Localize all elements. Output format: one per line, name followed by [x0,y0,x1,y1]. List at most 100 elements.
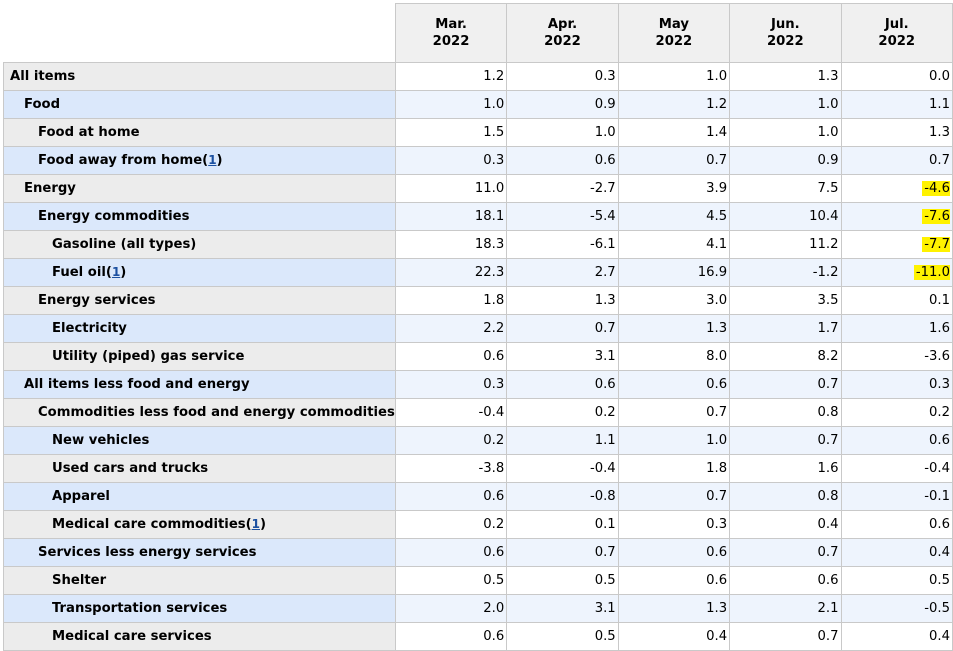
cell-value: 0.6 [483,545,505,560]
value-cell: 4.1 [617,230,731,259]
cell-value: 4.1 [706,237,728,252]
cell-value: 0.6 [483,489,505,504]
value-cell: 1.0 [729,90,842,119]
value-cell: 0.2 [394,510,508,539]
cell-value: 0.6 [594,377,616,392]
value-cell: 0.4 [729,510,842,539]
column-header-mar: Mar. 2022 [394,3,508,63]
value-cell: -2.7 [506,174,619,203]
cell-value: 0.5 [483,573,505,588]
table-row: Medical care services 0.6 0.5 0.4 0.7 0.4 [3,622,953,651]
value-cell: 0.2 [394,426,508,455]
value-cell: 1.2 [394,62,508,91]
cell-value: 0.6 [483,629,505,644]
value-cell: 8.2 [729,342,842,371]
value-cell: 10.4 [729,202,842,231]
row-label: All items less food and energy [24,377,250,392]
row-label: Energy [24,181,76,196]
value-cell: 1.0 [617,426,731,455]
table-row: Energy commodities 18.1 -5.4 4.5 10.4 -7.6 [3,202,953,231]
table-row: Electricity 2.2 0.7 1.3 1.7 1.6 [3,314,953,343]
row-label: Electricity [52,321,127,336]
value-cell: 0.6 [617,370,731,399]
value-cell: 22.3 [394,258,508,287]
row-label-cell: Food at home [3,118,396,147]
value-cell: 0.5 [840,566,953,595]
value-cell: 1.5 [394,118,508,147]
cell-value: 3.5 [817,293,839,308]
cell-value: 0.6 [706,545,728,560]
row-label-cell: New vehicles [3,426,396,455]
row-label-cell: Energy services [3,286,396,315]
column-year: 2022 [544,34,581,49]
value-cell: 0.6 [729,566,842,595]
row-label-cell: Commodities less food and energy commodi… [3,398,396,427]
value-cell: -0.1 [840,482,953,511]
value-cell: 1.4 [617,118,731,147]
footnote-link[interactable]: 1 [111,265,121,279]
table-row: Energy services 1.8 1.3 3.0 3.5 0.1 [3,286,953,315]
cell-value: 0.0 [929,69,950,84]
cell-value: 2.0 [483,601,505,616]
footnote-link[interactable]: 1 [251,517,260,531]
cell-value: 7.5 [817,181,839,196]
cell-value: 2.7 [594,265,616,280]
cell-value: 0.9 [594,97,616,112]
cell-value: 1.8 [483,293,505,308]
value-cell: 11.0 [394,174,508,203]
value-cell: -0.4 [394,398,508,427]
table-row: Services less energy services 0.6 0.7 0.6 0.… [3,538,953,567]
value-cell: 0.7 [729,370,842,399]
value-cell: 3.0 [617,286,731,315]
row-label-cell: Shelter [3,566,396,595]
value-cell: 0.8 [729,482,842,511]
cell-value: 0.3 [706,517,728,532]
table-row: Commodities less food and energy commodi… [3,398,953,427]
value-cell: -4.6 [840,174,953,203]
cell-value: 0.2 [594,405,616,420]
row-label: Food at home [38,125,140,140]
cell-value: 1.3 [706,321,728,336]
value-cell: 0.3 [506,62,619,91]
cpi-change-table: Mar. 2022 Apr. 2022 May 2022 Jun. 2022 Jul. 2… [3,3,953,651]
table-row: Utility (piped) gas service 0.6 3.1 8.0 8.2 -… [3,342,953,371]
cell-value: 0.7 [817,433,839,448]
footnote-link[interactable]: 1 [208,153,217,167]
cell-value: 0.6 [929,517,950,532]
cell-value: 3.9 [706,181,728,196]
value-cell: -0.5 [840,594,953,623]
column-header-jun: Jun. 2022 [729,3,842,63]
value-cell: 1.3 [506,286,619,315]
cell-value: 1.0 [817,97,839,112]
value-cell: 0.6 [394,622,508,651]
row-label-cell: Services less energy services [3,538,396,567]
value-cell: 0.2 [506,398,619,427]
cell-value: 0.6 [706,573,728,588]
cell-value: 0.7 [706,405,728,420]
value-cell: -0.4 [840,454,953,483]
table-body: All items 1.2 0.3 1.0 1.3 0.0 Food 1.0 0.9 1.2 1.0… [3,62,953,651]
column-year: 2022 [655,34,693,49]
cell-value: 2.2 [483,321,505,336]
value-cell: 0.7 [506,314,619,343]
cell-value: 8.0 [706,349,728,364]
cell-value: 1.0 [817,125,839,140]
cell-value: 0.5 [594,629,616,644]
table-row: Fuel oil(1) 22.3 2.7 16.9 -1.2 -11.0 [3,258,953,287]
cell-value: 0.2 [483,517,505,532]
row-label-cell: Energy [3,174,396,203]
cell-value: 1.2 [483,69,505,84]
cell-value: 0.1 [929,293,950,308]
value-cell: 1.6 [729,454,842,483]
row-label-cell: Energy commodities [3,202,396,231]
value-cell: 3.1 [506,342,619,371]
column-month: Jun. [770,17,800,32]
value-cell: 0.4 [840,538,953,567]
cell-value: 0.8 [817,489,839,504]
row-label-cell: Electricity [3,314,396,343]
value-cell: 1.1 [506,426,619,455]
row-label: Fuel oil [52,265,106,280]
value-cell: 0.9 [506,90,619,119]
value-cell: 7.5 [729,174,842,203]
column-header-jul: Jul. 2022 [840,3,953,63]
